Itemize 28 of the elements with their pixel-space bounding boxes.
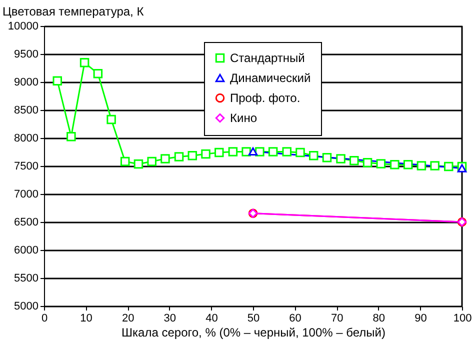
x-tick-label: 70 <box>330 312 344 324</box>
y-tick-label: 10000 <box>8 20 38 32</box>
x-tick-label: 50 <box>247 312 260 324</box>
y-tick-label: 8500 <box>14 104 38 116</box>
legend-label: Кино <box>230 111 258 125</box>
y-tick-label: 7000 <box>14 188 38 200</box>
x-tick-label: 0 <box>41 312 48 324</box>
legend-label: Стандартный <box>230 51 305 65</box>
x-tick-label: 10 <box>80 312 92 324</box>
y-tick-label: 5500 <box>14 272 38 284</box>
x-tick-label: 30 <box>164 312 176 324</box>
y-tick-label: 6000 <box>14 244 38 256</box>
x-tick-label: 90 <box>414 312 427 324</box>
x-tick-label: 60 <box>289 312 302 324</box>
y-tick-label: 9500 <box>14 48 38 60</box>
y-tick-label: 5000 <box>14 300 38 312</box>
y-axis-title: Цветовая температура, К <box>2 4 144 18</box>
y-tick-label: 7500 <box>14 160 38 172</box>
x-tick-label: 20 <box>122 312 134 324</box>
x-axis-title: Шкала серого, % (0% – черный, 100% – белый) <box>122 326 386 340</box>
y-tick-label: 6500 <box>14 216 38 228</box>
x-tick-label: 80 <box>372 312 386 324</box>
x-tick-label: 100 <box>453 312 472 324</box>
legend-label: Проф. фото. <box>230 91 300 105</box>
legend-label: Динамический <box>230 71 311 85</box>
y-tick-label: 8000 <box>14 132 38 144</box>
x-tick-label: 40 <box>206 312 218 324</box>
y-tick-label: 9000 <box>14 76 38 88</box>
